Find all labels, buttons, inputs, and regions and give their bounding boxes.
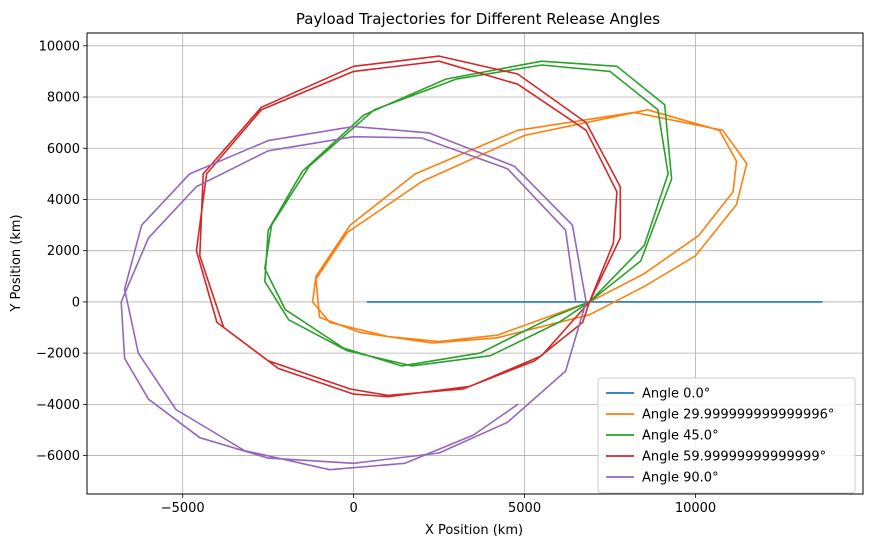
series-line-1 (311, 109, 748, 344)
series-line-4 (120, 125, 587, 471)
x-tick-label: 5000 (508, 501, 541, 516)
plot-area (120, 55, 823, 471)
legend-box (597, 377, 856, 494)
series-line-3 (195, 55, 622, 398)
x-tick-label: −5000 (161, 501, 205, 516)
legend: Angle 0.0° Angle 29.999999999999996° Angle… (597, 377, 856, 494)
axes-frame (86, 32, 864, 495)
y-tick-label: 0 (72, 295, 80, 310)
legend-label-0: Angle 0.0° (642, 387, 710, 402)
legend-label-1: Angle 29.999999999999996° (642, 408, 834, 423)
grid-lines (87, 33, 863, 494)
x-tick-label: 0 (350, 501, 358, 516)
y-tick-label: −6000 (36, 449, 80, 464)
legend-label-2: Angle 45.0° (642, 429, 719, 444)
chart-title: Payload Trajectories for Different Relea… (296, 10, 660, 28)
y-tick-label: −2000 (36, 347, 80, 362)
y-tick-label: −4000 (36, 398, 80, 413)
x-tick-label: 10000 (675, 501, 716, 516)
legend-label-3: Angle 59.99999999999999° (642, 450, 826, 465)
y-axis-label: Y Position (km) (9, 214, 24, 312)
y-tick-label: 6000 (47, 142, 80, 157)
y-tick-label: 8000 (47, 91, 80, 106)
y-tick-label: 10000 (39, 39, 80, 54)
x-axis-label: X Position (km) (425, 523, 523, 538)
legend-label-4: Angle 90.0° (642, 471, 719, 486)
y-tick-label: 4000 (47, 193, 80, 208)
y-tick-label: 2000 (47, 244, 80, 259)
axis-ticks: −5000 0 5000 10000 −6000 −4000 −2000 0 2000 4000 6… (36, 39, 716, 516)
